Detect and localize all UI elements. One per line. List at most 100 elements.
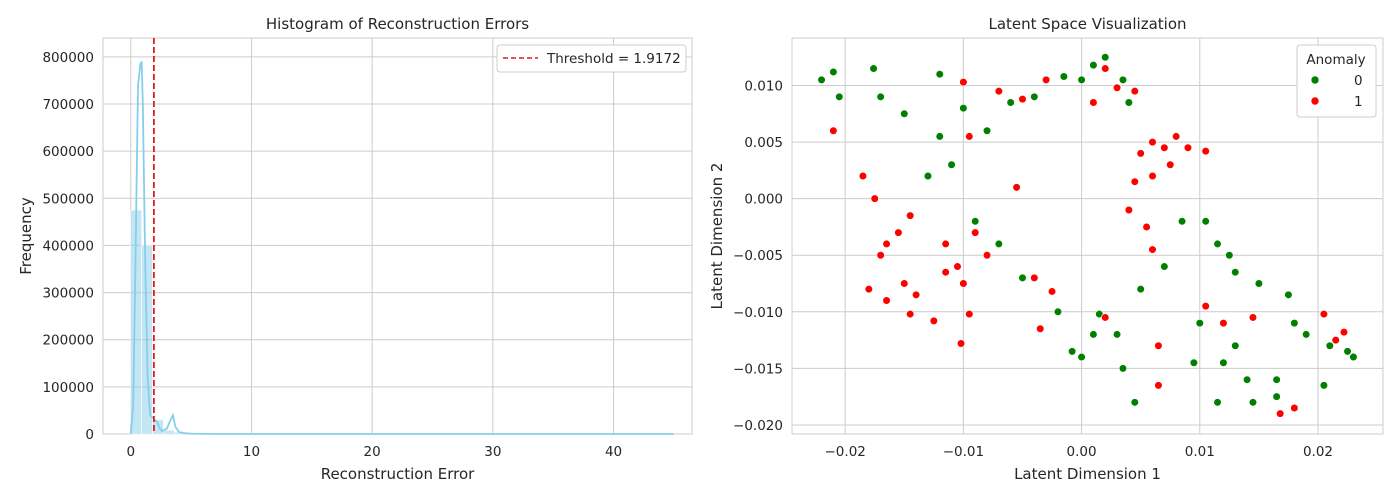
scatter-point (876, 92, 885, 101)
histogram-y-tick-label: 500000 (42, 191, 94, 207)
scatter-x-tick-label: −0.02 (825, 444, 866, 460)
scatter-point (1201, 302, 1210, 311)
scatter-point (982, 251, 992, 260)
scatter-point (906, 309, 915, 319)
scatter-point (1219, 358, 1228, 367)
scatter-point (953, 262, 962, 271)
scatter-point (1124, 205, 1133, 215)
scatter-x-axis-label: Latent Dimension 1 (1014, 465, 1161, 483)
scatter-point (994, 239, 1003, 249)
scatter-point (929, 316, 938, 325)
scatter-point (829, 126, 838, 135)
histogram-legend-box (496, 44, 687, 73)
scatter-point (1101, 53, 1110, 62)
scatter-y-axis-label: Latent Dimension 2 (708, 163, 726, 310)
scatter-point (1068, 347, 1077, 356)
scatter-point (1053, 307, 1063, 316)
scatter-point (1077, 75, 1086, 84)
scatter-point (1148, 137, 1157, 147)
scatter-x-tick-label: 0.01 (1185, 444, 1215, 460)
histogram-legend: Threshold = 1.9172 (496, 44, 687, 73)
histogram-x-ticks: 0 10 20 30 40 (126, 444, 622, 460)
histogram-bar (152, 419, 164, 435)
scatter-point (1077, 352, 1086, 362)
scatter-point (1142, 222, 1151, 232)
scatter-legend: Anomaly 0 1 (1296, 44, 1377, 118)
scatter-point (1030, 92, 1039, 101)
scatter-point (817, 75, 826, 84)
scatter-point (869, 64, 878, 73)
scatter-points-layer (817, 53, 1358, 418)
scatter-point (1201, 217, 1210, 226)
scatter-grid (792, 38, 1383, 434)
scatter-y-tick-label: −0.015 (733, 361, 783, 377)
scatter-point (1101, 64, 1110, 73)
scatter-point (1018, 94, 1027, 104)
scatter-point (1130, 398, 1139, 407)
scatter-x-tick-label: 0.00 (1067, 444, 1097, 460)
scatter-point (971, 228, 980, 237)
scatter-panel: −0.02 −0.01 0.00 0.01 0.02 −0.020 −0.015 −0.01… (708, 15, 1384, 483)
scatter-point (1018, 273, 1027, 282)
scatter-point (947, 160, 956, 169)
scatter-point (1272, 392, 1281, 401)
scatter-point (1118, 75, 1128, 84)
scatter-point (870, 194, 879, 203)
scatter-title: Latent Space Visualization (988, 15, 1186, 33)
scatter-point (864, 285, 873, 294)
scatter-y-tick-label: 0.010 (744, 79, 783, 95)
scatter-point (1231, 268, 1240, 277)
scatter-point (900, 109, 909, 118)
scatter-point (1219, 319, 1228, 328)
scatter-x-tick-label: −0.01 (943, 444, 984, 460)
scatter-point (941, 268, 950, 277)
scatter-point (923, 171, 933, 181)
scatter-point (941, 239, 950, 249)
scatter-point (1136, 149, 1145, 158)
scatter-point (956, 339, 966, 348)
scatter-point (882, 239, 891, 249)
scatter-legend-title: Anomaly (1306, 52, 1365, 68)
scatter-point (994, 87, 1003, 96)
legend-label-anomaly-0: 0 (1354, 73, 1363, 89)
scatter-point (900, 279, 909, 288)
scatter-point (1319, 381, 1328, 390)
scatter-point (959, 78, 968, 87)
scatter-point (965, 309, 974, 319)
scatter-point (1089, 98, 1098, 107)
scatter-point (1089, 330, 1098, 339)
legend-swatch-anomaly-0 (1310, 75, 1320, 85)
scatter-point (1130, 177, 1139, 186)
scatter-point (1136, 285, 1145, 294)
scatter-point (1319, 309, 1328, 319)
scatter-point (1254, 279, 1263, 288)
scatter-point (1272, 375, 1281, 384)
scatter-y-tick-label: 0.005 (744, 135, 783, 151)
scatter-series-anomaly-1 (829, 64, 1349, 418)
scatter-point (912, 290, 921, 299)
scatter-point (1276, 409, 1285, 418)
histogram-x-tick-label: 10 (243, 444, 260, 460)
scatter-point (1154, 381, 1163, 390)
scatter-point (1290, 403, 1299, 413)
scatter-point (1124, 98, 1133, 107)
scatter-point (1339, 328, 1349, 337)
scatter-point (959, 279, 968, 288)
scatter-point (1201, 147, 1210, 156)
scatter-point (882, 296, 891, 305)
histogram-y-tick-label: 300000 (42, 286, 94, 302)
histogram-bar (163, 429, 175, 435)
scatter-point (1284, 290, 1293, 299)
histogram-kde (129, 61, 674, 435)
scatter-point (959, 104, 968, 113)
scatter-point (1101, 313, 1110, 322)
scatter-point (1177, 217, 1187, 226)
histogram-y-tick-label: 400000 (42, 238, 94, 254)
scatter-x-ticks: −0.02 −0.01 0.00 0.01 0.02 (825, 444, 1334, 460)
scatter-point (1112, 330, 1122, 339)
histogram-y-ticks: 0 100000 200000 300000 400000 500000 600000 700… (42, 50, 94, 443)
scatter-point (858, 171, 868, 181)
threshold-legend-label: Threshold = 1.9172 (546, 51, 681, 67)
scatter-point (935, 70, 944, 79)
